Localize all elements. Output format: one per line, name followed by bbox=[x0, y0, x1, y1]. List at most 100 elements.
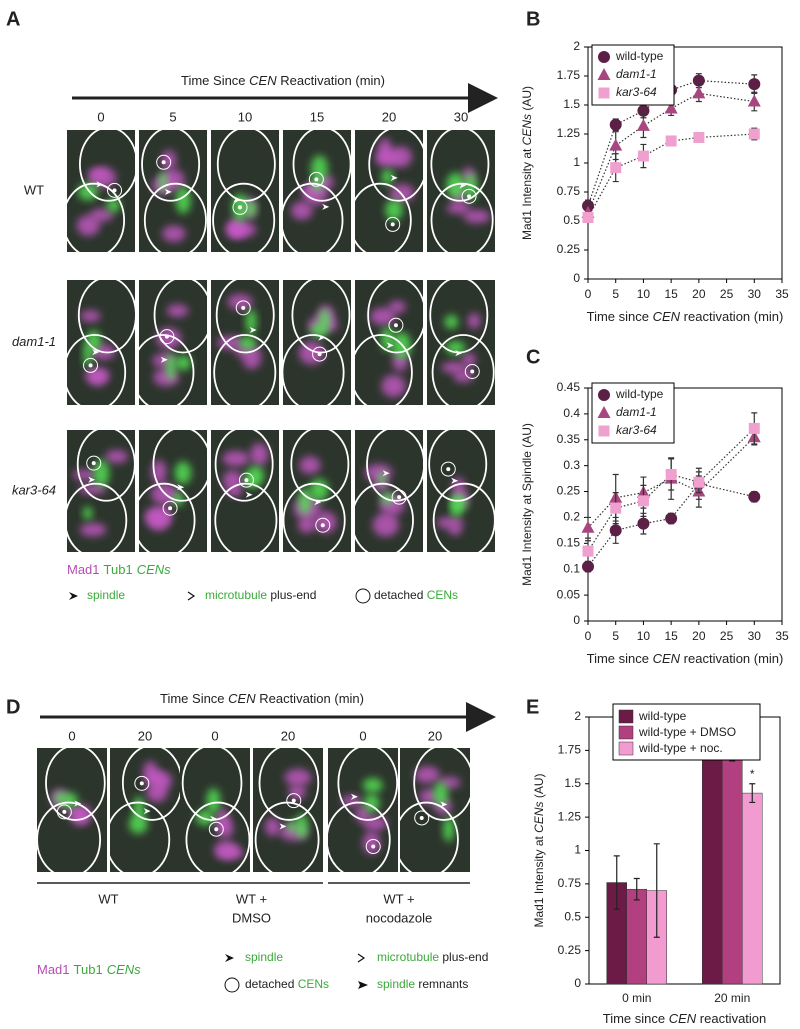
x-tick-label: 20 bbox=[692, 287, 706, 301]
marker-legend-part: plus-end bbox=[267, 588, 316, 602]
x-tick-label: 20 min bbox=[714, 991, 750, 1005]
x-axis-label-part: Time since bbox=[587, 309, 653, 324]
spindle-arrowhead bbox=[382, 470, 390, 477]
micrograph bbox=[427, 130, 495, 252]
marker bbox=[748, 78, 761, 91]
x-tick-label: 15 bbox=[664, 287, 678, 301]
bar bbox=[742, 792, 763, 985]
mad1-signal bbox=[144, 506, 173, 527]
tub1-signal bbox=[310, 155, 328, 182]
legend-swatch bbox=[618, 741, 634, 756]
spindle-arrowhead bbox=[322, 203, 330, 210]
cen-dot bbox=[88, 363, 93, 368]
y-tick-label: 0.3 bbox=[563, 458, 580, 472]
cell-outline bbox=[67, 334, 127, 405]
mad1-signal bbox=[166, 304, 189, 318]
micrograph bbox=[67, 280, 135, 405]
x-axis-label: Time since CEN reactivation (min) bbox=[587, 651, 784, 666]
cell-outline bbox=[212, 182, 276, 252]
cell-outline bbox=[141, 130, 201, 202]
marker-legend-part: microtubule bbox=[377, 950, 439, 964]
series-line bbox=[587, 436, 755, 529]
spindle-arrowhead bbox=[279, 823, 287, 830]
x-tick-label: 15 bbox=[664, 629, 678, 643]
cen-dot bbox=[393, 323, 398, 328]
cell-outline bbox=[76, 430, 135, 502]
marker bbox=[609, 524, 622, 537]
cell-outline bbox=[215, 280, 275, 354]
micrograph bbox=[253, 748, 323, 872]
mad1-signal bbox=[299, 456, 321, 474]
detached-cen bbox=[159, 329, 175, 345]
arrow-title-part: CEN bbox=[228, 691, 256, 706]
row-label: dam1-1 bbox=[12, 334, 56, 349]
cell-outline bbox=[153, 280, 207, 354]
tub1-signal bbox=[464, 172, 478, 201]
marker bbox=[693, 131, 705, 143]
marker-legend: microtubule plus-end bbox=[205, 588, 316, 602]
detached-cen bbox=[440, 461, 456, 477]
tub1-signal bbox=[246, 465, 265, 487]
detached-cen bbox=[86, 455, 102, 471]
x-axis-label-part: reactivation (min) bbox=[680, 651, 783, 666]
tub1-signal bbox=[385, 199, 403, 221]
y-tick-label: 0.05 bbox=[557, 587, 581, 601]
cell-outline bbox=[139, 334, 195, 405]
marker bbox=[665, 512, 678, 525]
time-label: 0 bbox=[68, 728, 75, 743]
detached-cen bbox=[286, 793, 302, 809]
x-tick-label: 0 min bbox=[622, 991, 651, 1005]
spindle-arrowhead bbox=[386, 342, 394, 349]
y-tick-label: 0.15 bbox=[557, 536, 581, 550]
mad1-signal bbox=[217, 846, 244, 860]
bar bbox=[722, 748, 743, 985]
spindle-arrowhead bbox=[318, 334, 326, 341]
y-tick-label: 1.5 bbox=[563, 97, 580, 111]
mad1-signal bbox=[390, 146, 413, 168]
bar bbox=[702, 754, 723, 985]
mad1-signal bbox=[146, 781, 168, 803]
detached-cen bbox=[107, 182, 123, 198]
cen-dot bbox=[238, 205, 243, 210]
spindle-arrowhead bbox=[177, 484, 185, 491]
x-tick-label: 35 bbox=[775, 629, 789, 643]
arrowhead-icon bbox=[225, 954, 234, 962]
channel-legend-d-part: Mad1 bbox=[37, 962, 70, 977]
cen-dot bbox=[62, 809, 67, 814]
tub1-signal bbox=[246, 200, 257, 218]
detached-cen bbox=[315, 517, 331, 533]
detached-cen bbox=[312, 346, 328, 362]
marker bbox=[748, 490, 761, 503]
marker-legend: detached CENs bbox=[374, 588, 458, 602]
mad1-signal bbox=[105, 450, 129, 464]
x-tick-label: 30 bbox=[748, 629, 762, 643]
cell-outline bbox=[290, 430, 350, 502]
time-label: 0 bbox=[211, 728, 218, 743]
micrograph bbox=[211, 430, 279, 552]
cen-dot bbox=[168, 506, 173, 511]
tub1-signal bbox=[175, 355, 191, 371]
legend-label: wild-type bbox=[615, 49, 664, 63]
mad1-signal bbox=[76, 215, 100, 236]
mad1-signal bbox=[156, 327, 182, 349]
micrograph bbox=[67, 430, 135, 552]
marker-legend-part: microtubule bbox=[205, 588, 267, 602]
y-tick-label: 1.25 bbox=[557, 126, 581, 140]
x-tick-label: 20 bbox=[692, 629, 706, 643]
group-label: WT bbox=[98, 891, 118, 906]
spindle-arrowhead bbox=[233, 196, 241, 203]
y-axis-label-part: Mad1 Intensity at bbox=[520, 145, 534, 240]
spindle-arrowhead bbox=[451, 477, 459, 484]
y-tick-label: 0.45 bbox=[557, 380, 581, 394]
spindle-arrowhead bbox=[459, 182, 467, 189]
y-axis-label: Mad1 Intensity at Spindle (AU) bbox=[520, 423, 534, 586]
detached-cen bbox=[162, 500, 178, 516]
cen-dot bbox=[371, 844, 376, 849]
spindle-arrowhead bbox=[314, 499, 322, 506]
cell-outline bbox=[121, 748, 180, 821]
mad1-signal bbox=[288, 784, 306, 800]
marker-legend: spindle remnants bbox=[377, 977, 468, 991]
y-axis-label-part: Mad1 Intensity at bbox=[532, 833, 546, 928]
x-axis-label-part: CEN bbox=[669, 1011, 697, 1026]
mad1-signal bbox=[162, 225, 186, 242]
